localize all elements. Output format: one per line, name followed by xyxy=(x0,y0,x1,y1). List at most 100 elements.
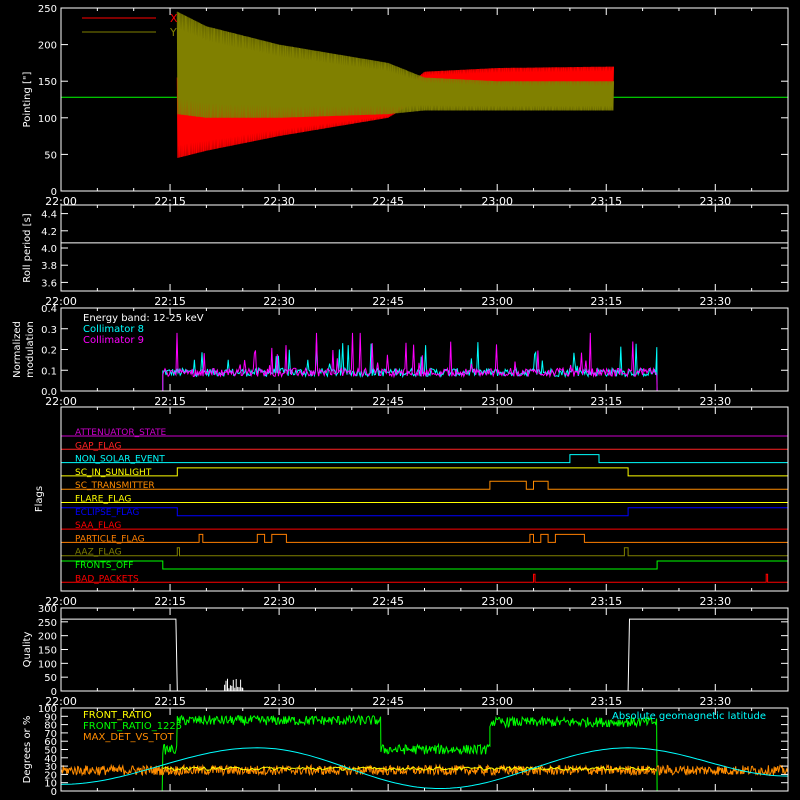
x-tick-label: 23:30 xyxy=(699,395,731,408)
legend-label: FRONT_RATIO xyxy=(83,710,152,721)
y-tick-label: 0 xyxy=(51,787,57,798)
flags-plot xyxy=(61,435,788,583)
y-tick-label: 300 xyxy=(38,604,57,615)
x-tick-label: 22:45 xyxy=(372,595,404,608)
y-tick-label: 250 xyxy=(38,618,57,629)
modulation-plot xyxy=(61,332,788,391)
y-tick-label: 10 xyxy=(44,779,57,790)
x-tick-label: 22:30 xyxy=(263,695,295,708)
x-tick-label: 22:15 xyxy=(154,295,186,308)
x-tick-label: 23:15 xyxy=(590,395,622,408)
y-tick-label: 3.6 xyxy=(41,278,57,289)
y-tick-label: 150 xyxy=(38,646,57,657)
flag-line-non_solar_event xyxy=(61,454,788,464)
x-tick-label: 22:30 xyxy=(263,295,295,308)
annotation-0: Energy band: 12-25 keV xyxy=(83,313,204,324)
y-tick-label: 0 xyxy=(51,187,57,198)
x-tick-label: 23:00 xyxy=(481,595,513,608)
x-tick-label: 22:15 xyxy=(154,395,186,408)
x-tick-label: 22:45 xyxy=(372,695,404,708)
annotation-geomagnetic-latitude: Absolute geomagnetic latitude xyxy=(612,711,766,722)
flag-line-sc_in_sunlight xyxy=(61,467,788,477)
legend-label: FRONT_RATIO_1225 xyxy=(83,721,182,732)
x-tick-label: 23:00 xyxy=(481,395,513,408)
flag-label-gap_flag: GAP_FLAG xyxy=(75,441,121,451)
y-tick-label: 150 xyxy=(38,77,57,88)
y-tick-label: 250 xyxy=(38,4,57,15)
flag-line-sc_transmitter xyxy=(61,480,788,490)
flag-label-sc_transmitter: SC_TRANSMITTER xyxy=(75,481,155,491)
y-tick-label: 0 xyxy=(51,687,57,698)
y-tick-label: 3.8 xyxy=(41,261,57,272)
y-tick-label: 40 xyxy=(44,754,57,765)
x-tick-label: 23:15 xyxy=(590,595,622,608)
y-tick-label: 100 xyxy=(38,114,57,125)
series-front-ratio-1225 xyxy=(61,714,788,791)
series-front-ratio xyxy=(162,766,656,771)
y-tick-label: 50 xyxy=(44,746,57,757)
y-tick-label: 90 xyxy=(44,712,57,723)
x-tick-label: 22:00 xyxy=(45,695,77,708)
y-tick-label: 4.0 xyxy=(41,244,57,255)
y-axis-label: Quality xyxy=(22,632,33,668)
quality-spikes xyxy=(224,678,243,691)
x-tick-label: 23:30 xyxy=(699,595,731,608)
flag-line-eclipse_flag xyxy=(61,507,788,517)
pointing-panel: 22:00 22:15 22:30 22:45 23:00 23:15 23:3005010… xyxy=(22,4,789,208)
flag-label-bad_packets: BAD_PACKETS xyxy=(75,574,139,584)
series-Y xyxy=(176,11,614,118)
flag-label-sc_in_sunlight: SC_IN_SUNLIGHT xyxy=(75,468,152,478)
x-tick-label: 23:00 xyxy=(481,695,513,708)
ratios-plot xyxy=(61,714,788,791)
y-tick-label: 4.2 xyxy=(41,227,57,238)
x-tick-label: 22:00 xyxy=(45,395,77,408)
series-collimator-9 xyxy=(61,332,788,391)
roll-panel: 22:00 22:15 22:30 22:45 23:00 23:15 23:30 3.6 3.… xyxy=(22,204,789,308)
x-tick-label: 22:30 xyxy=(263,595,295,608)
y-tick-label: 50 xyxy=(44,673,57,684)
quality-plot xyxy=(61,618,788,691)
x-tick-label: 22:00 xyxy=(45,595,77,608)
legend-label: X xyxy=(170,12,178,25)
y-tick-label: 0.2 xyxy=(41,346,57,357)
y-tick-label: 60 xyxy=(44,737,57,748)
y-tick-label: 4.4 xyxy=(41,210,57,221)
y-tick-label: 50 xyxy=(44,150,57,161)
flag-label-aaz_flag: AAZ_FLAG xyxy=(75,548,122,558)
legend-label: MAX_DET_VS_TOT xyxy=(83,732,175,743)
flag-label-fronts_off: FRONTS_OFF xyxy=(75,561,133,571)
flag-line-bad_packets xyxy=(61,573,788,583)
y-tick-label: 100 xyxy=(38,659,57,670)
y-tick-label: 200 xyxy=(38,632,57,643)
modulation-panel: 22:00 22:15 22:30 22:45 23:00 23:15 23:30 0.0 0.… xyxy=(12,304,789,408)
y-tick-label: 0.0 xyxy=(41,387,57,398)
flag-label-non_solar_event: NON_SOLAR_EVENT xyxy=(75,455,165,465)
flag-label-eclipse_flag: ECLIPSE_FLAG xyxy=(75,508,139,518)
x-tick-label: 22:45 xyxy=(372,295,404,308)
flag-label-saa_flag: SAA_FLAG xyxy=(75,521,121,531)
annotation-1: Collimator 8 xyxy=(83,324,144,335)
y-tick-label: 0.1 xyxy=(41,366,57,377)
x-tick-label: 22:15 xyxy=(154,595,186,608)
flags-panel: 22:00 22:15 22:30 22:45 23:00 23:15 23:30 Flags… xyxy=(34,406,789,608)
y-tick-label: 70 xyxy=(44,729,57,740)
y-tick-label: 30 xyxy=(44,762,57,773)
y-tick-label: 200 xyxy=(38,41,57,52)
quality-panel: 22:00 22:15 22:30 22:45 23:00 23:15 23:30 0 50 10… xyxy=(22,604,789,708)
series-absolute-geomagnetic-latitude xyxy=(61,747,788,789)
pointing-plot xyxy=(61,11,788,158)
y-axis-label: Flags xyxy=(34,486,45,512)
y-tick-label: 0.3 xyxy=(41,325,57,336)
y-axis-label: Pointing ["] xyxy=(22,71,33,127)
x-tick-label: 23:15 xyxy=(590,695,622,708)
x-tick-label: 22:15 xyxy=(154,695,186,708)
y-axis-label: Roll period [s] xyxy=(22,213,33,282)
x-tick-label: 23:00 xyxy=(481,295,513,308)
flag-label-particle_flag: PARTICLE_FLAG xyxy=(75,534,145,544)
x-tick-label: 23:15 xyxy=(590,295,622,308)
x-tick-label: 23:30 xyxy=(699,695,731,708)
y-axis-label: Normalized xyxy=(12,321,23,378)
flag-line-particle_flag xyxy=(61,533,788,543)
